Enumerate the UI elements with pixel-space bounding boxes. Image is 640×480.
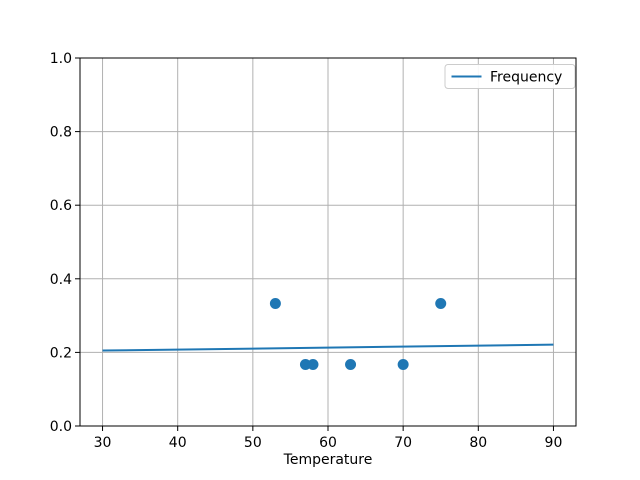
legend-label: Frequency [490,70,562,86]
series-line-frequency [102,343,554,352]
y-tick-label: 0.8 [50,125,72,141]
tick-layer: 30 40 50 60 70 80 90 0.0 0.2 0.4 0.6 0.8 1.0 [50,51,563,451]
series-layer [102,297,554,371]
grid-layer [80,57,576,427]
data-point [307,359,319,371]
y-tick-label: 0.6 [50,198,72,214]
data-point [345,359,357,371]
x-axis-label: Temperature [283,452,373,468]
y-tick-label: 0.2 [50,345,72,361]
x-tick-label: 70 [394,435,412,451]
data-point [269,297,281,309]
data-point [397,359,409,371]
y-tick-label: 0.0 [50,419,72,435]
x-tick-label: 40 [169,435,187,451]
x-tick-label: 90 [545,435,563,451]
x-tick-label: 60 [319,435,337,451]
x-tick-label: 80 [469,435,487,451]
x-tick-label: 50 [244,435,262,451]
legend-frame [444,64,576,89]
x-tick-label: 30 [94,435,112,451]
data-point [435,297,447,309]
y-tick-label: 0.4 [50,272,72,288]
y-tick-label: 1.0 [50,51,72,67]
legend: Frequency [444,64,576,89]
data-point [299,359,311,371]
